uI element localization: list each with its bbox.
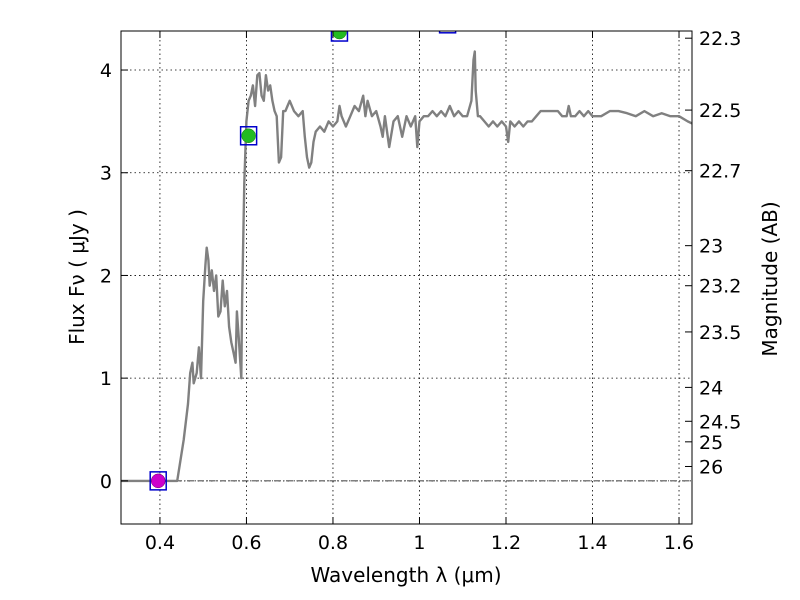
photometry-box-marker	[239, 126, 258, 146]
y-tick-label: 1	[100, 368, 112, 390]
x-tick-label: 1.2	[491, 532, 521, 554]
x-tick-label: 1	[413, 532, 425, 554]
y2-tick-label: 23	[699, 236, 723, 258]
y-axis-label: Flux Fν ( μJy )	[65, 209, 89, 345]
y2-axis-label: Magnitude (AB)	[758, 201, 782, 356]
y2-tick-label: 25	[699, 432, 723, 454]
tick-labels: 0.4 0.6 0.8 1 1.2 1.4 1.60123422.322.522.72323…	[100, 28, 741, 554]
photometry-point	[150, 473, 166, 489]
y2-tick-label: 26	[699, 456, 723, 478]
photometry-box-marker	[438, 31, 457, 34]
plot-frame	[120, 30, 693, 525]
photometry-point	[241, 128, 256, 144]
y-tick-label: 2	[100, 265, 112, 287]
y-tick-label: 0	[100, 471, 112, 493]
y2-tick-label: 22.5	[699, 100, 741, 122]
y2-tick-label: 22.3	[699, 28, 741, 50]
photometry-point	[332, 31, 347, 40]
photometry-box-marker	[330, 31, 349, 42]
y-tick-label: 3	[100, 163, 112, 185]
y2-tick-label: 24	[699, 377, 723, 399]
y2-tick-label: 22.7	[699, 161, 741, 183]
y2-tick-label: 24.5	[699, 411, 741, 433]
x-tick-label: 0.6	[231, 532, 261, 554]
x-tick-label: 0.4	[145, 532, 175, 554]
x-tick-label: 0.8	[318, 532, 348, 554]
y2-tick-label: 23.5	[699, 322, 741, 344]
y-tick-label: 4	[100, 60, 112, 82]
ticks	[121, 31, 692, 524]
x-axis-label: Wavelength λ (μm)	[310, 563, 501, 587]
plot-content	[121, 31, 692, 491]
photometry-box-marker	[149, 471, 167, 491]
model-spectrum-line	[121, 50, 692, 483]
y2-tick-label: 23.2	[699, 276, 741, 298]
x-tick-label: 1.6	[664, 532, 694, 554]
x-tick-label: 1.4	[577, 532, 607, 554]
